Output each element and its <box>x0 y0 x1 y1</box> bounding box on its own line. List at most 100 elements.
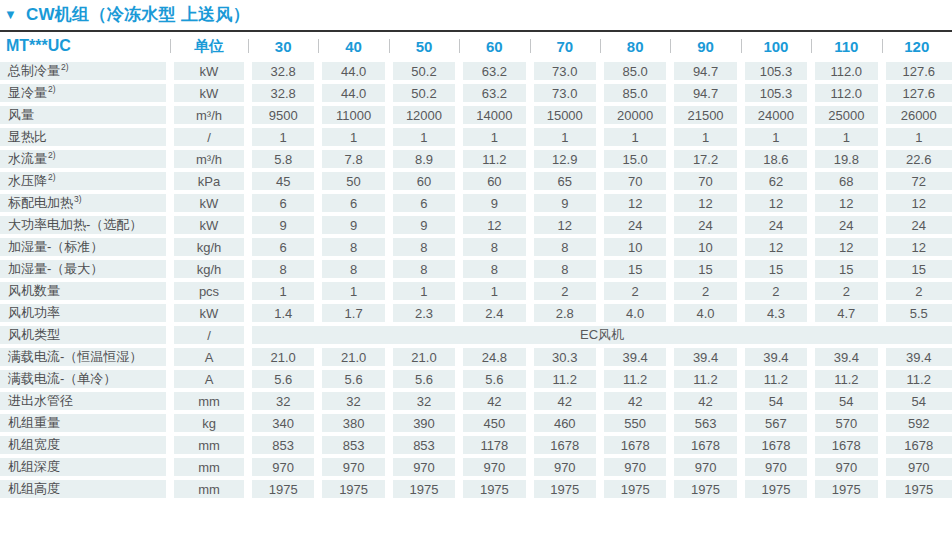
spec-value: 970 <box>318 456 388 478</box>
spec-value: 2.8 <box>530 302 600 324</box>
spec-value: 1 <box>248 280 318 302</box>
spec-value: 12 <box>882 192 952 214</box>
spec-value: 70 <box>670 170 740 192</box>
table-row: 标配电加热3)kW666991212121212 <box>0 192 952 214</box>
table-row: 机组深度mm970970970970970970970970970970 <box>0 456 952 478</box>
spec-value: 45 <box>248 170 318 192</box>
spec-label: 机组深度 <box>0 456 170 478</box>
spec-value: 73.0 <box>530 82 600 104</box>
spec-unit: mm <box>170 478 248 500</box>
spec-value: 1975 <box>318 478 388 500</box>
spec-label: 显热比 <box>0 126 170 148</box>
spec-value: 1.4 <box>248 302 318 324</box>
spec-value: 1.7 <box>318 302 388 324</box>
spec-value: 853 <box>248 434 318 456</box>
spec-value: 8 <box>248 258 318 280</box>
footnote-marker: 2) <box>48 172 56 182</box>
spec-value: 15000 <box>530 104 600 126</box>
spec-value: 20000 <box>600 104 670 126</box>
spec-value: 5.6 <box>459 368 529 390</box>
model-column-header: MT***UC <box>0 32 170 60</box>
spec-value: 1 <box>670 126 740 148</box>
spec-value: 563 <box>670 412 740 434</box>
table-row: 机组高度mm1975197519751975197519751975197519… <box>0 478 952 500</box>
spec-label: 水流量2) <box>0 148 170 170</box>
spec-value: 11.2 <box>882 368 952 390</box>
spec-value: 21.0 <box>318 346 388 368</box>
unit-column-header: 单位 <box>170 32 248 60</box>
table-row: 总制冷量2)kW32.844.050.263.273.085.094.7105.… <box>0 60 952 82</box>
spec-value: 63.2 <box>459 60 529 82</box>
spec-unit: mm <box>170 390 248 412</box>
spec-value: 550 <box>600 412 670 434</box>
spec-value: 2 <box>670 280 740 302</box>
spec-value: 567 <box>741 412 811 434</box>
spec-value: 94.7 <box>670 60 740 82</box>
spec-value: 42 <box>459 390 529 412</box>
spec-value: 970 <box>811 456 881 478</box>
spec-value: 25000 <box>811 104 881 126</box>
spec-label: 水压降2) <box>0 170 170 192</box>
spec-value: 970 <box>741 456 811 478</box>
spec-value: 94.7 <box>670 82 740 104</box>
spec-value: 1975 <box>741 478 811 500</box>
spec-table-body: 总制冷量2)kW32.844.050.263.273.085.094.7105.… <box>0 60 952 500</box>
spec-unit: kW <box>170 60 248 82</box>
table-row: 满载电流-（单冷）A5.65.65.65.611.211.211.211.211… <box>0 368 952 390</box>
spec-value: 18.6 <box>741 148 811 170</box>
spec-value: 390 <box>389 412 459 434</box>
spec-value: 24 <box>670 214 740 236</box>
size-column-header: 30 <box>248 32 318 60</box>
spec-value: 11.2 <box>459 148 529 170</box>
spec-value: 68 <box>811 170 881 192</box>
spec-value: 1975 <box>670 478 740 500</box>
spec-value: 11.2 <box>530 368 600 390</box>
table-row: 加湿量-（标准）kg/h688881010121212 <box>0 236 952 258</box>
spec-value: 10 <box>670 236 740 258</box>
spec-value: 54 <box>882 390 952 412</box>
spec-value: 1975 <box>600 478 670 500</box>
spec-value: 62 <box>741 170 811 192</box>
spec-value: 12 <box>811 192 881 214</box>
spec-value: 1 <box>389 126 459 148</box>
spec-label: 满载电流-（恒温恒湿） <box>0 346 170 368</box>
spec-value: 8 <box>318 236 388 258</box>
size-column-header: 40 <box>318 32 388 60</box>
spec-value: 26000 <box>882 104 952 126</box>
spec-value: 9 <box>318 214 388 236</box>
spec-label: 总制冷量2) <box>0 60 170 82</box>
spec-label: 加湿量-（标准） <box>0 236 170 258</box>
spec-label: 显冷量2) <box>0 82 170 104</box>
footnote-marker: 3) <box>74 194 82 204</box>
size-column-header: 100 <box>741 32 811 60</box>
spec-value: 340 <box>248 412 318 434</box>
spec-value: 12.9 <box>530 148 600 170</box>
footnote-marker: 2) <box>48 84 56 94</box>
spec-value: 1 <box>318 280 388 302</box>
spec-value: 9500 <box>248 104 318 126</box>
spec-value: 15 <box>670 258 740 280</box>
spec-value: 1 <box>459 126 529 148</box>
table-row: 大功率电加热-（选配）kW99912122424242424 <box>0 214 952 236</box>
table-row: 机组重量kg340380390450460550563567570592 <box>0 412 952 434</box>
spec-value: 12 <box>741 236 811 258</box>
spec-value: 9 <box>248 214 318 236</box>
size-column-header: 80 <box>600 32 670 60</box>
spec-value: 8 <box>530 236 600 258</box>
size-column-header: 120 <box>882 32 952 60</box>
spec-unit: mm <box>170 434 248 456</box>
spec-value: 853 <box>318 434 388 456</box>
table-row: 机组宽度mm8538538531178167816781678167816781… <box>0 434 952 456</box>
spec-value: 8 <box>530 258 600 280</box>
table-row: 水压降2)kPa45506060657070626872 <box>0 170 952 192</box>
spec-value: 85.0 <box>600 60 670 82</box>
spec-value: 570 <box>811 412 881 434</box>
spec-value: 1975 <box>389 478 459 500</box>
spec-value: 4.3 <box>741 302 811 324</box>
spec-value: 30.3 <box>530 346 600 368</box>
spec-value: 12 <box>811 236 881 258</box>
spec-value: 54 <box>741 390 811 412</box>
spec-value: 5.6 <box>248 368 318 390</box>
spec-value: 10 <box>600 236 670 258</box>
spec-value: 8 <box>389 236 459 258</box>
